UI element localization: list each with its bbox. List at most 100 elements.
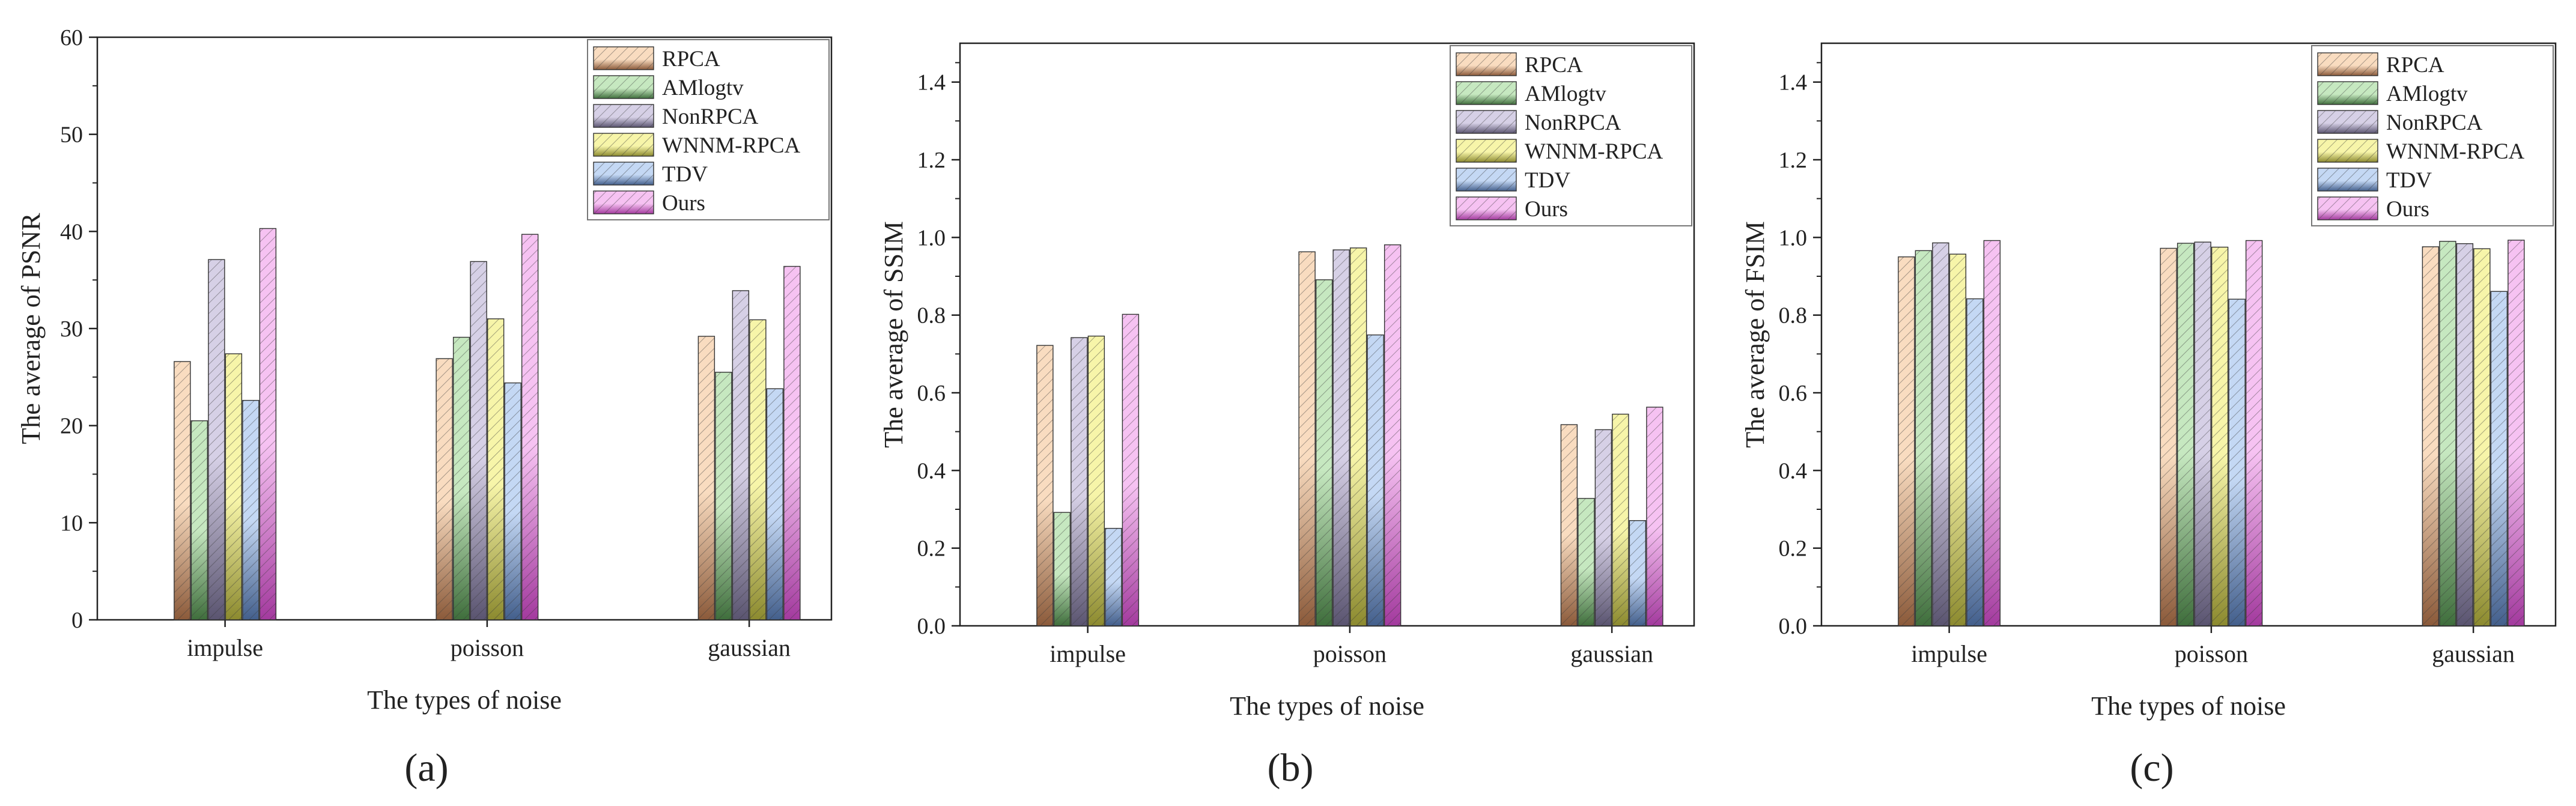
bar-a-poisson-tdv [504, 382, 521, 620]
bar-b-poisson-amlogtv [1315, 279, 1333, 626]
y-tick-label-c-6: 1.2 [1779, 148, 1808, 173]
bar-c-gaussian-rpca [2422, 246, 2440, 626]
y-tick-label-a-5: 50 [60, 123, 83, 148]
bar-b-poisson-ours [1384, 244, 1402, 626]
bar-hatch-c-impulse-nonrpca [1932, 242, 1949, 626]
bar-hatch-a-impulse-wnnm-rpca [225, 353, 243, 620]
bar-b-gaussian-ours [1646, 407, 1663, 626]
bar-hatch-b-gaussian-nonrpca [1594, 429, 1612, 626]
y-tick-label-c-4: 0.8 [1779, 303, 1808, 329]
y-tick-label-a-0: 0 [71, 608, 83, 633]
bar-hatch-a-gaussian-ours [783, 265, 801, 620]
bar-hatch-a-gaussian-nonrpca [732, 290, 750, 620]
legend-a: RPCA AMlogtv NonRPCA WNNM-RPCA TDV Ours [587, 39, 830, 220]
bar-b-poisson-tdv [1367, 334, 1384, 626]
y-axis-title-b: The average of SSIM [879, 221, 908, 448]
bar-a-poisson-amlogtv [452, 336, 470, 620]
x-axis-title-b: The types of noise [1230, 691, 1424, 721]
bar-c-poisson-nonrpca [2194, 241, 2211, 626]
legend-swatch-a-nonrpca [593, 104, 654, 128]
bar-hatch-b-poisson-tdv [1367, 334, 1384, 626]
legend-label-c-tdv: TDV [2386, 168, 2432, 193]
bar-a-impulse-wnnm-rpca [225, 353, 243, 620]
bar-a-poisson-wnnm-rpca [487, 318, 505, 620]
y-tick-label-b-3: 0.6 [917, 381, 946, 406]
legend-swatch-hatch-a-wnnm-rpca [593, 133, 654, 157]
y-tick-label-a-3: 30 [60, 317, 83, 342]
bar-hatch-c-gaussian-rpca [2422, 246, 2440, 626]
bar-hatch-c-gaussian-nonrpca [2456, 243, 2474, 626]
bar-hatch-a-poisson-wnnm-rpca [487, 318, 505, 620]
bar-hatch-b-poisson-ours [1384, 244, 1402, 626]
x-tick-label-c-gaussian: gaussian [2432, 640, 2515, 667]
legend-swatch-c-rpca [2317, 52, 2378, 76]
bar-b-impulse-wnnm-rpca [1087, 335, 1105, 626]
bar-b-gaussian-nonrpca [1594, 429, 1612, 626]
bar-a-impulse-tdv [242, 399, 260, 620]
y-tick-label-b-1: 0.2 [917, 536, 946, 562]
bar-hatch-a-gaussian-amlogtv [715, 372, 732, 620]
legend-swatch-hatch-c-tdv [2317, 168, 2378, 192]
bar-hatch-c-poisson-wnnm-rpca [2211, 246, 2229, 626]
y-tick-label-b-2: 0.4 [917, 458, 946, 483]
y-tick-label-b-0: 0.0 [917, 614, 946, 639]
bar-hatch-b-gaussian-ours [1646, 407, 1663, 626]
y-tick-label-c-5: 1.0 [1779, 225, 1808, 250]
panel-label-a: (a) [404, 746, 448, 790]
legend-swatch-b-nonrpca [1456, 110, 1517, 134]
bar-hatch-a-impulse-ours [259, 228, 277, 620]
x-tick-label-c-poisson: poisson [2175, 640, 2248, 667]
bar-c-impulse-rpca [1898, 256, 1915, 626]
legend-swatch-a-amlogtv [593, 75, 654, 99]
y-tick-label-b-5: 1.0 [917, 225, 946, 250]
bar-b-gaussian-amlogtv [1578, 498, 1595, 626]
panel-label-c: (c) [2130, 746, 2174, 790]
bar-a-gaussian-rpca [697, 336, 715, 620]
legend-swatch-a-ours [593, 190, 654, 214]
legend-label-b-rpca: RPCA [1525, 53, 1583, 77]
legend-swatch-b-amlogtv [1456, 81, 1517, 105]
y-tick-label-a-1: 10 [60, 511, 83, 536]
legend-label-b-tdv: TDV [1525, 168, 1570, 193]
x-axis-title-a: The types of noise [367, 685, 562, 715]
legend-swatch-hatch-a-tdv [593, 162, 654, 186]
legend-label-c-ours: Ours [2386, 197, 2429, 222]
legend-label-a-amlogtv: AMlogtv [662, 76, 744, 100]
bar-hatch-b-impulse-amlogtv [1053, 512, 1071, 626]
y-tick-label-b-6: 1.2 [917, 148, 946, 173]
bar-b-impulse-tdv [1105, 527, 1122, 626]
legend-label-b-ours: Ours [1525, 197, 1568, 222]
legend-label-a-nonrpca: NonRPCA [662, 105, 759, 129]
bar-hatch-a-poisson-ours [521, 234, 539, 620]
bar-hatch-c-gaussian-amlogtv [2439, 241, 2456, 626]
bar-c-poisson-tdv [2228, 298, 2246, 626]
bar-hatch-c-impulse-tdv [1966, 298, 1984, 626]
bar-a-impulse-nonrpca [208, 259, 225, 620]
y-tick-label-a-2: 20 [60, 414, 83, 439]
y-axis-title-a: The average of PSNR [16, 213, 46, 444]
legend-swatch-b-ours [1456, 196, 1517, 220]
legend-swatch-hatch-c-amlogtv [2317, 81, 2378, 105]
legend-swatch-a-tdv [593, 162, 654, 186]
bar-b-impulse-ours [1122, 314, 1140, 626]
legend-label-a-ours: Ours [662, 191, 705, 216]
legend-swatch-b-rpca [1456, 52, 1517, 76]
bar-hatch-c-impulse-rpca [1898, 256, 1915, 626]
bar-hatch-c-poisson-nonrpca [2194, 241, 2211, 626]
legend-label-a-rpca: RPCA [662, 47, 720, 71]
bar-hatch-b-poisson-amlogtv [1315, 279, 1333, 626]
bar-a-gaussian-tdv [766, 388, 784, 620]
x-tick-label-b-gaussian: gaussian [1570, 640, 1653, 667]
bar-hatch-b-impulse-wnnm-rpca [1087, 335, 1105, 626]
legend-swatch-hatch-b-wnnm-rpca [1456, 139, 1517, 163]
y-tick-label-b-4: 0.8 [917, 303, 946, 329]
bar-hatch-c-gaussian-tdv [2490, 291, 2508, 626]
bar-c-poisson-rpca [2160, 247, 2177, 626]
bar-hatch-b-poisson-wnnm-rpca [1349, 247, 1367, 626]
legend-swatch-hatch-b-rpca [1456, 52, 1517, 76]
bar-hatch-b-gaussian-wnnm-rpca [1612, 413, 1629, 626]
bar-hatch-a-impulse-tdv [242, 399, 260, 620]
bar-hatch-c-poisson-rpca [2160, 247, 2177, 626]
chart-panel-a: 0 10 20 30 40 50 60 The average of PSNR The type… [16, 25, 833, 715]
